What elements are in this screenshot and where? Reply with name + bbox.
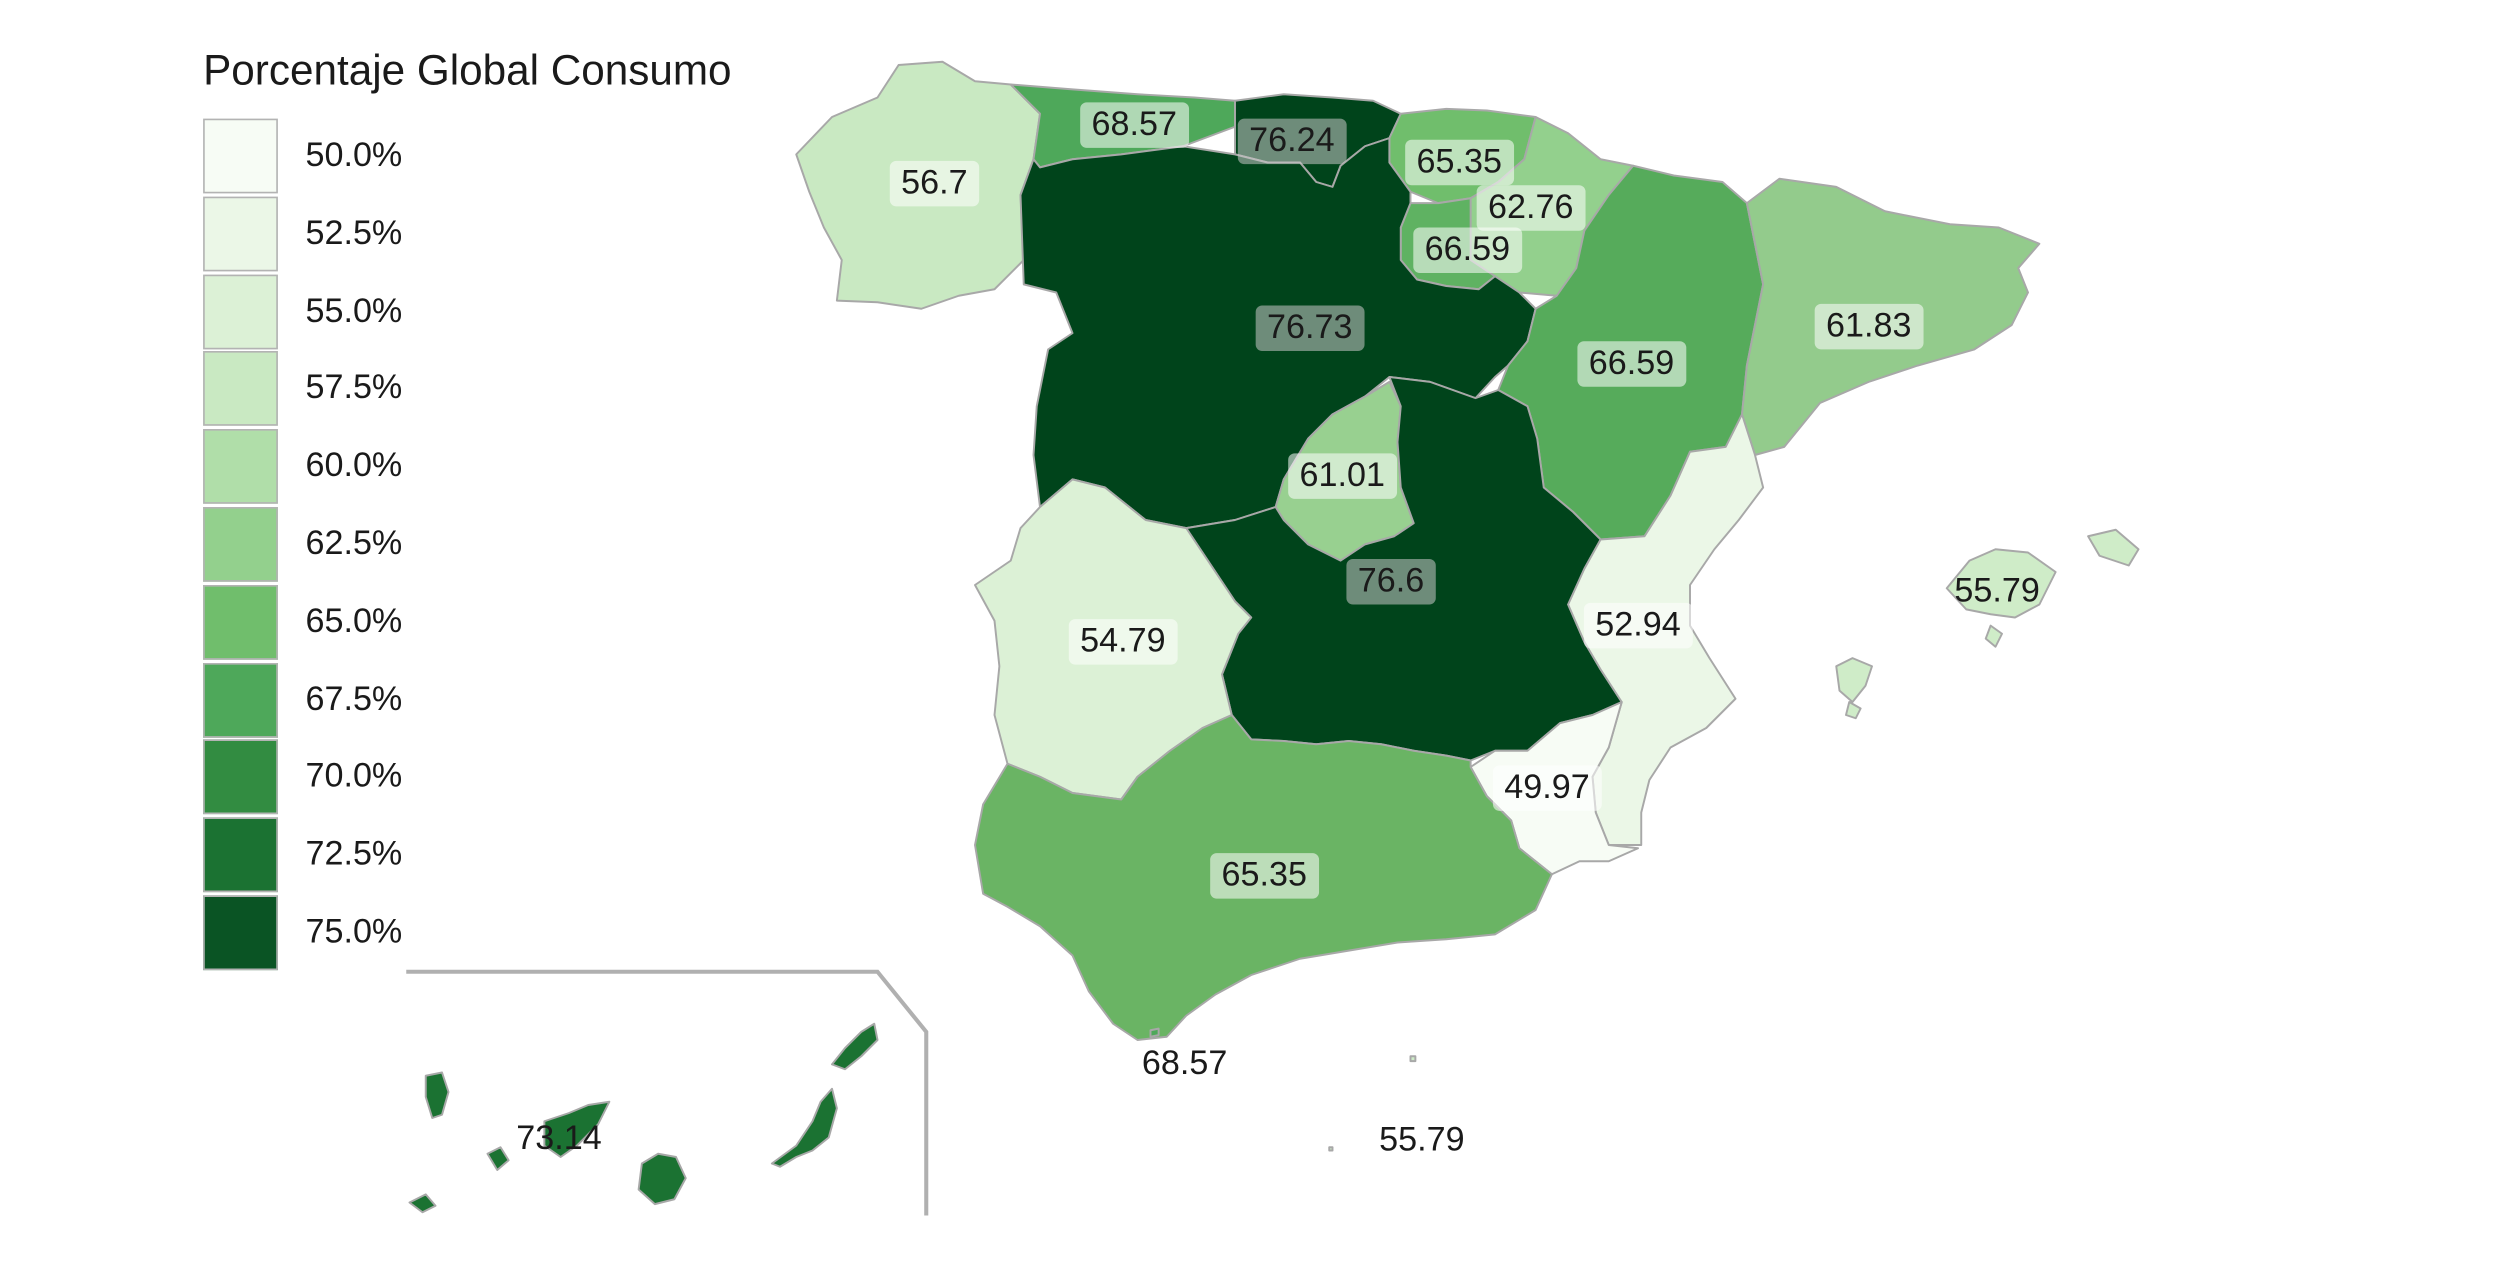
region-value-label: 55.79 bbox=[1379, 1121, 1465, 1159]
region-value-label: 52.94 bbox=[1583, 602, 1693, 649]
region-value-label: 66.59 bbox=[1413, 227, 1522, 273]
legend-swatch bbox=[203, 351, 278, 427]
region-value-label: 62.76 bbox=[1476, 185, 1585, 231]
legend-label: 57.5% bbox=[305, 369, 403, 407]
legend-label: 55.0% bbox=[305, 291, 403, 330]
region-value-label: 61.83 bbox=[1814, 303, 1923, 350]
legend-label: 52.5% bbox=[305, 214, 403, 252]
legend-swatch bbox=[203, 429, 278, 505]
legend-label: 72.5% bbox=[305, 835, 403, 873]
legend-swatch bbox=[203, 118, 278, 194]
legend-title: Porcentaje Global Consumo bbox=[203, 45, 732, 95]
region-value-label: 66.59 bbox=[1577, 341, 1686, 387]
region-value-label: 68.57 bbox=[1080, 102, 1189, 148]
region-islas-baleares[interactable] bbox=[1835, 528, 2140, 720]
region-canarias[interactable] bbox=[408, 1022, 879, 1214]
region-melilla[interactable] bbox=[1328, 1055, 1417, 1152]
legend-label: 75.0% bbox=[305, 913, 403, 951]
legend-swatch bbox=[203, 740, 278, 815]
legend-swatch bbox=[203, 507, 278, 582]
canarias-inset-border bbox=[406, 969, 929, 1216]
legend-label: 62.5% bbox=[305, 524, 403, 563]
region-value-label: 65.35 bbox=[1405, 139, 1514, 186]
region-value-label: 65.35 bbox=[1210, 853, 1319, 899]
legend-swatch bbox=[203, 273, 278, 349]
region-value-label: 76.24 bbox=[1237, 118, 1346, 165]
region-value-label: 55.79 bbox=[1954, 572, 2040, 610]
region-value-label: 56.7 bbox=[889, 160, 979, 207]
region-value-label: 61.01 bbox=[1288, 453, 1397, 499]
legend-label: 67.5% bbox=[305, 680, 403, 718]
region-value-label: 76.73 bbox=[1255, 305, 1364, 351]
region-value-label: 76.6 bbox=[1346, 559, 1436, 605]
legend-label: 65.0% bbox=[305, 602, 403, 640]
region-value-label: 49.97 bbox=[1492, 765, 1602, 811]
legend-label: 70.0% bbox=[305, 757, 403, 796]
legend-label: 50.0% bbox=[305, 136, 403, 174]
legend-swatch bbox=[203, 895, 278, 971]
legend-swatch bbox=[203, 662, 278, 738]
legend-swatch bbox=[203, 196, 278, 272]
legend-swatch bbox=[203, 817, 278, 893]
region-ceuta[interactable] bbox=[1149, 1027, 1160, 1038]
legend-label: 60.0% bbox=[305, 447, 403, 485]
region-value-label: 68.57 bbox=[1141, 1044, 1228, 1083]
region-value-label: 73.14 bbox=[516, 1119, 602, 1157]
legend-swatch bbox=[203, 584, 278, 660]
region-value-label: 54.79 bbox=[1068, 619, 1177, 665]
